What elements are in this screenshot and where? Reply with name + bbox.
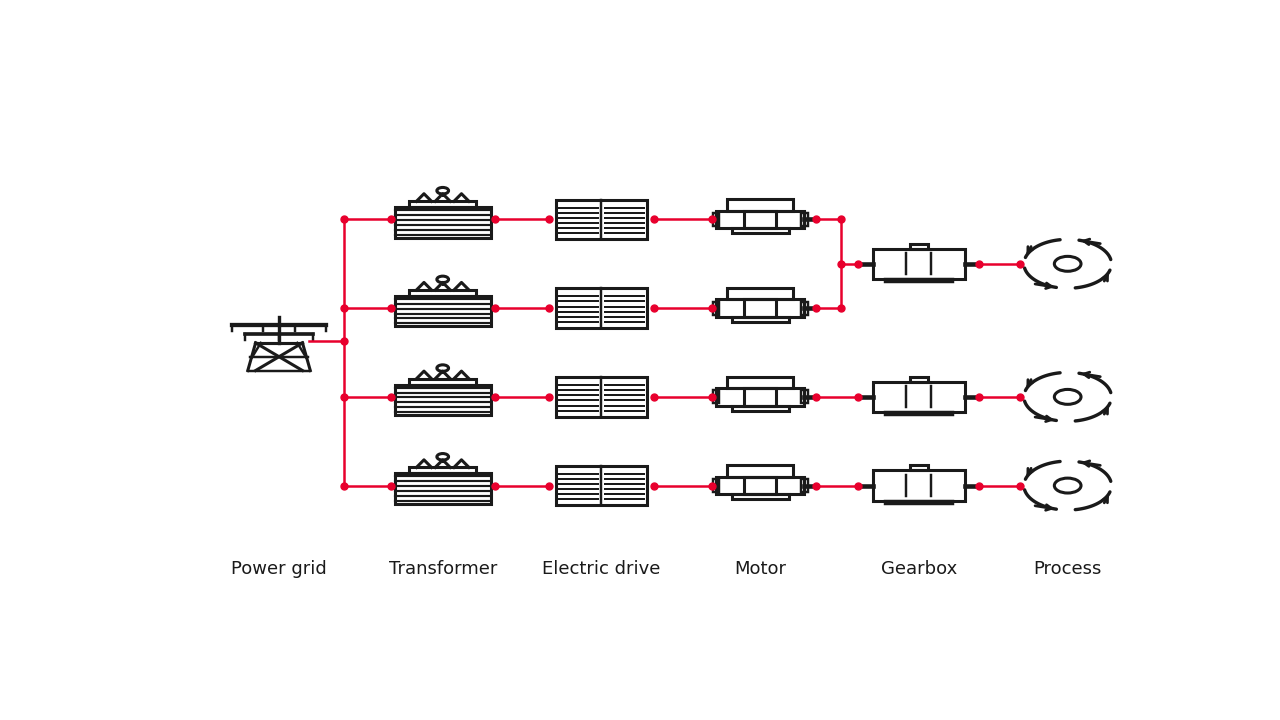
Bar <box>394 207 490 238</box>
Bar <box>727 288 794 300</box>
Bar <box>801 213 808 226</box>
Text: Power grid: Power grid <box>232 559 326 577</box>
Text: Electric drive: Electric drive <box>543 559 660 577</box>
Bar <box>556 199 648 239</box>
Bar <box>873 248 965 279</box>
Bar <box>394 384 490 415</box>
Bar <box>873 382 965 412</box>
Bar <box>713 213 719 226</box>
Bar <box>394 296 490 326</box>
Bar <box>727 199 794 211</box>
Bar <box>801 479 808 492</box>
Bar <box>717 300 804 317</box>
Bar <box>394 474 490 504</box>
Bar <box>556 466 648 505</box>
Bar <box>884 279 954 282</box>
Bar <box>910 243 928 248</box>
Text: Transformer: Transformer <box>389 559 497 577</box>
Bar <box>732 228 788 233</box>
Bar <box>732 495 788 500</box>
Text: Motor: Motor <box>735 559 786 577</box>
Bar <box>410 202 476 207</box>
Bar <box>732 405 788 410</box>
Bar <box>717 211 804 228</box>
Bar <box>410 379 476 384</box>
Bar <box>745 300 776 317</box>
Bar <box>801 390 808 403</box>
Text: Process: Process <box>1033 559 1102 577</box>
Bar <box>801 302 808 315</box>
Bar <box>745 477 776 495</box>
Bar <box>745 211 776 228</box>
Bar <box>410 467 476 474</box>
Bar <box>884 500 954 504</box>
Bar <box>717 388 804 405</box>
Text: Gearbox: Gearbox <box>881 559 957 577</box>
Bar <box>727 377 794 388</box>
Bar <box>745 388 776 405</box>
Bar <box>713 302 719 315</box>
Bar <box>910 465 928 470</box>
Bar <box>727 466 794 477</box>
Bar <box>410 290 476 296</box>
Bar <box>732 317 788 322</box>
Bar <box>556 377 648 417</box>
Bar <box>713 390 719 403</box>
Bar <box>713 479 719 492</box>
Bar <box>873 470 965 500</box>
Bar <box>556 289 648 328</box>
Bar <box>717 477 804 495</box>
Bar <box>884 412 954 415</box>
Bar <box>910 377 928 382</box>
